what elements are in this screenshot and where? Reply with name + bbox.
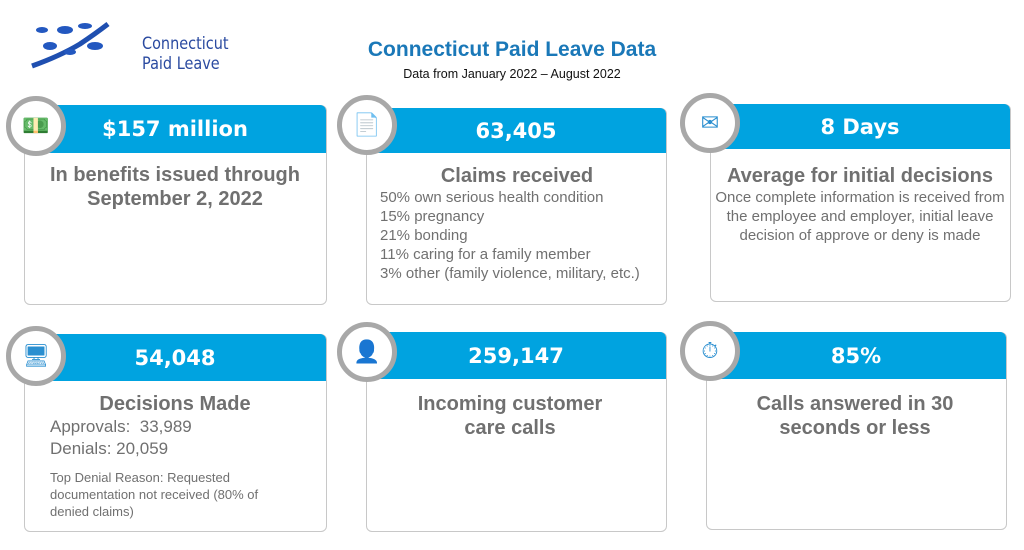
answer-rate-value: 85% xyxy=(706,332,1006,379)
benefits-value: $157 million xyxy=(24,105,326,153)
benefits-heading: In benefits issued through September 2, … xyxy=(49,164,300,210)
document-icon: 📄 xyxy=(337,95,397,155)
page-title: Connecticut Paid Leave Data xyxy=(367,38,657,61)
decision-time-heading: Average for initial decisions xyxy=(726,165,993,187)
decisions-heading: Decisions Made xyxy=(99,393,251,415)
denials: Denials: 20,059 xyxy=(50,439,169,458)
logo: Connecticut Paid Leave xyxy=(30,16,229,74)
envelope-icon: ✉ xyxy=(680,93,740,153)
money-hand-icon: 💵 xyxy=(6,96,66,156)
claims-line: 50% own serious health condition xyxy=(380,189,604,206)
page-subtitle: Data from January 2022 – August 2022 xyxy=(403,67,621,81)
person-headset-icon: 👤 xyxy=(337,322,397,382)
claims-line: 15% pregnancy xyxy=(380,208,485,225)
logo-line2: Paid Leave xyxy=(142,54,220,74)
claims-heading: Claims received xyxy=(440,165,594,187)
tree-logo-icon xyxy=(31,22,110,69)
approvals: Approvals: 33,989 xyxy=(50,417,192,436)
calls-heading: Incoming customer care calls xyxy=(417,393,603,439)
stopwatch-icon: ⏱ xyxy=(680,321,740,381)
claims-line: 3% other (family violence, military, etc… xyxy=(380,265,640,282)
claims-line: 11% caring for a family member xyxy=(380,246,591,263)
decision-time-text: Once complete information is received fr… xyxy=(715,189,1005,244)
claims-value: 63,405 xyxy=(366,108,666,153)
claims-line: 21% bonding xyxy=(380,227,468,244)
answer-rate-heading: Calls answered in 30 seconds or less xyxy=(756,393,954,439)
logo-line1: Connecticut xyxy=(142,34,229,54)
denial-note: Top Denial Reason: Requested documentati… xyxy=(50,470,259,519)
decision-time-value: 8 Days xyxy=(710,104,1010,149)
calls-value: 259,147 xyxy=(366,332,666,379)
decisions-value: 54,048 xyxy=(24,334,326,381)
computer-check-icon: 🖥 xyxy=(6,326,66,386)
